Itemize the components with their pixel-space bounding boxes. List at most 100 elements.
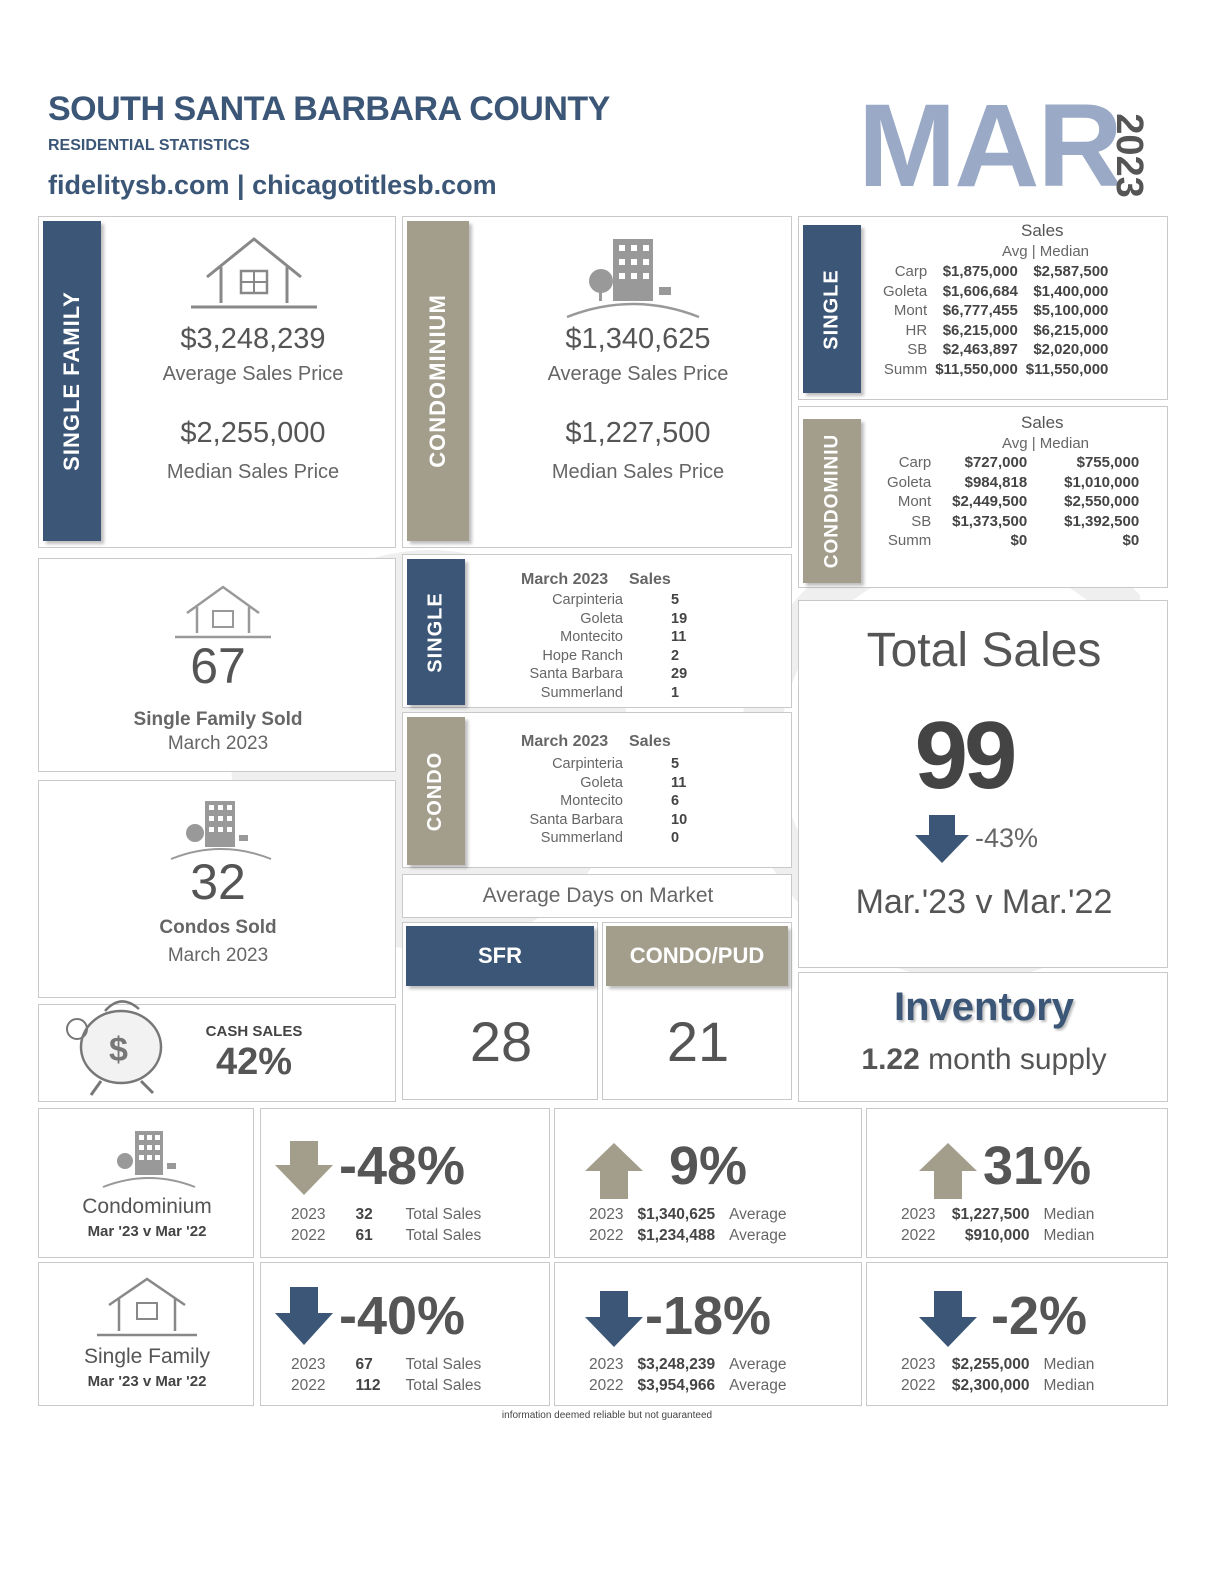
condo-sales-tab-label: CONDO: [424, 751, 447, 831]
table-row: Summerland 0: [521, 829, 691, 848]
condo-prices-heading: Sales: [1021, 413, 1064, 432]
median-cell: $1,392,500: [1064, 512, 1140, 530]
single-prices-subheading: Avg | Median: [1002, 243, 1090, 260]
label-cell: Average: [729, 1227, 787, 1244]
table-row: 2022 $2,300,000 Median: [895, 1376, 1100, 1395]
count-cell: 2: [671, 647, 680, 664]
count-cell: 29: [671, 666, 688, 683]
avg-cell: $1,606,684: [942, 282, 1018, 300]
cash-sales-card: $ CASH SALES 42%: [38, 1000, 396, 1102]
inventory-card: Inventory 1.22 month supply: [798, 972, 1168, 1102]
area-cell: Carp: [894, 263, 928, 280]
page-subtitle: RESIDENTIAL STATISTICS: [48, 137, 250, 154]
condo-dom-value: 21: [666, 1010, 730, 1073]
avg-cell: $6,777,455: [942, 302, 1018, 319]
area-cell: Carp: [898, 454, 932, 471]
value-cell: $1,234,488: [637, 1227, 716, 1244]
table-row: Summerland 1: [521, 684, 691, 703]
condo-average-change-pct: 9%: [669, 1136, 748, 1196]
table-row: Goleta $1,606,684 $1,400,000: [879, 282, 1112, 302]
arrow-down-icon: [275, 1287, 333, 1345]
value-cell: $3,954,966: [637, 1377, 716, 1394]
label-cell: Total Sales: [405, 1377, 482, 1394]
median-cell: $6,215,000: [1033, 321, 1109, 339]
sf-avg-label: Average Sales Price: [162, 363, 344, 385]
median-cell: $11,550,000: [1025, 360, 1109, 378]
value-cell: 32: [355, 1206, 373, 1223]
table-row: 2022 $3,954,966 Average: [583, 1376, 793, 1395]
median-cell: $2,587,500: [1033, 263, 1109, 280]
condominium-tab: CONDOMINIUM: [407, 221, 469, 541]
count-cell: 1: [671, 684, 680, 701]
condo-sales-change-pct: -48%: [339, 1136, 466, 1196]
single-prices-table: Carp $1,875,000 $2,587,500 Goleta $1,606,68…: [879, 262, 1112, 379]
condo-sales-tab: CONDO: [407, 717, 465, 865]
label-cell: Average: [729, 1356, 787, 1373]
condo-average-change-card: 9% 2023 $1,340,625 Average 2022 $1,234,488 A…: [554, 1108, 862, 1258]
websites-link[interactable]: fidelitysb.com | chicagotitlesb.com: [48, 170, 497, 200]
value-cell: $910,000: [964, 1227, 1030, 1244]
count-cell: 11: [671, 629, 687, 646]
page-title: SOUTH SANTA BARBARA COUNTY: [48, 90, 610, 128]
label-cell: Average: [729, 1206, 787, 1223]
sfr-dom-header: SFR: [406, 926, 594, 986]
label-cell: Median: [1043, 1227, 1095, 1244]
area-cell: Santa Barbara: [529, 666, 623, 683]
table-row: 2023 32 Total Sales: [285, 1205, 487, 1224]
year-cell: 2023: [291, 1206, 326, 1223]
year-cell: 2023: [291, 1356, 326, 1373]
table-row: Montecito 6: [521, 792, 691, 811]
inventory-title: Inventory: [893, 985, 1075, 1029]
sf-median-change-table: 2023 $2,255,000 Median 2022 $2,300,000 Media…: [893, 1353, 1102, 1397]
avg-cell: $727,000: [964, 454, 1028, 471]
label-cell: Average: [729, 1377, 787, 1394]
single-prices-tab: SINGLE: [803, 225, 861, 393]
year-cell: 2022: [589, 1227, 624, 1244]
condo-building-icon: [566, 239, 700, 319]
value-cell: 112: [355, 1377, 381, 1394]
sf-median-label: Median Sales Price: [166, 461, 340, 483]
sf-avg-price: $3,248,239: [180, 323, 326, 355]
count-cell: 5: [671, 592, 680, 608]
condo-prices-tab: CONDOMINIU: [803, 419, 861, 583]
median-cell: $1,400,000: [1033, 282, 1109, 300]
median-cell: $5,100,000: [1033, 302, 1109, 319]
condo-building-icon: [170, 801, 272, 860]
area-cell: Summ: [883, 360, 928, 378]
area-cell: Summ: [887, 532, 932, 549]
table-row: 2022 61 Total Sales: [285, 1226, 487, 1245]
avg-cell: $0: [1010, 532, 1028, 549]
table-row: 2023 $1,227,500 Median: [895, 1205, 1100, 1224]
label-cell: Total Sales: [405, 1356, 482, 1373]
median-cell: $2,550,000: [1064, 493, 1140, 510]
label-cell: Median: [1043, 1356, 1095, 1373]
sf-sales-change-card: -40% 2023 67 Total Sales 2022 112 Total Sale…: [260, 1262, 550, 1406]
condo-prices-tab-label: CONDOMINIU: [821, 433, 842, 569]
table-row: Goleta $984,818 $1,010,000: [883, 473, 1143, 493]
area-cell: Summerland: [540, 684, 623, 701]
table-row: Santa Barbara 29: [521, 665, 691, 684]
condo-sales-heading: Sales: [629, 733, 671, 750]
cash-sales-label: CASH SALES: [205, 1023, 303, 1040]
days-on-market-title: Average Days on Market: [482, 884, 714, 907]
table-row: 2023 67 Total Sales: [285, 1355, 487, 1374]
single-sales-card: SINGLE March 2023 Sales Carpinteria 5 Gol…: [402, 554, 792, 708]
median-cell: $755,000: [1076, 454, 1140, 471]
label-cell: Median: [1043, 1377, 1095, 1394]
value-cell: 67: [355, 1356, 373, 1373]
area-cell: Mont: [893, 302, 928, 319]
arrow-down-icon: [919, 1291, 977, 1347]
days-on-market-title-box: Average Days on Market: [402, 874, 792, 918]
year-cell: 2023: [901, 1356, 936, 1373]
year-cell: 2022: [291, 1377, 326, 1394]
total-sales-card: Total Sales 99 -43% Mar.'23 v Mar.'22: [798, 600, 1168, 968]
year-cell: 2022: [589, 1377, 624, 1394]
avg-cell: $11,550,000: [935, 360, 1018, 378]
disclaimer: information deemed reliable but not guar…: [501, 1410, 713, 1421]
table-row: 2023 $1,340,625 Average: [583, 1205, 793, 1224]
table-row: 2022 112 Total Sales: [285, 1376, 487, 1395]
area-cell: SB: [907, 341, 928, 358]
median-cell: $0: [1122, 532, 1140, 549]
condominium-tab-label: CONDOMINIUM: [425, 294, 451, 468]
sf-median-change-pct: -2%: [991, 1286, 1088, 1346]
